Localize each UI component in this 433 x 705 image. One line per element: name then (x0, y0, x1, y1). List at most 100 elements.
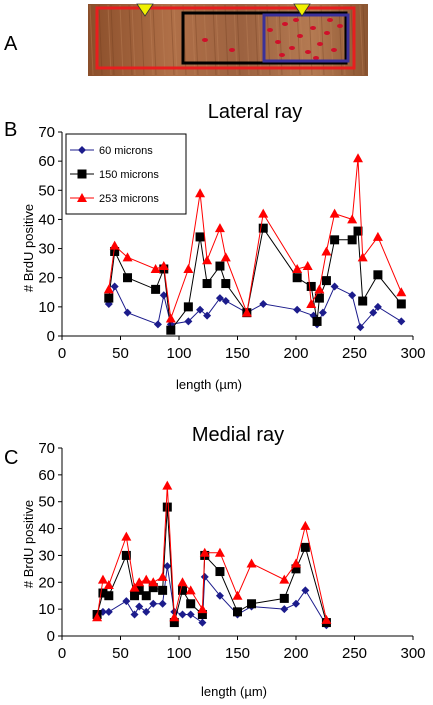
data-point (373, 302, 382, 311)
data-point (314, 284, 325, 294)
labeled-cell (331, 48, 337, 52)
data-point (153, 320, 162, 329)
labeled-cell (289, 46, 295, 50)
region-150-box (181, 11, 348, 65)
data-point (141, 591, 151, 601)
data-point (149, 599, 158, 608)
data-point (92, 612, 103, 622)
data-point (301, 586, 310, 595)
x-tick-label: 300 (400, 345, 425, 362)
medial-ray-chart: Medial ray # BrdU positive length (µm) 0… (21, 424, 426, 699)
data-point (198, 618, 207, 627)
x-tick-label: 100 (166, 645, 191, 662)
data-point (215, 591, 224, 600)
labeled-cell (305, 50, 311, 54)
data-point (353, 153, 364, 163)
data-point (356, 323, 365, 332)
data-point (123, 273, 133, 283)
data-point (122, 597, 131, 606)
data-point (258, 208, 269, 218)
data-point (348, 291, 357, 300)
data-point (200, 572, 209, 581)
labeled-cell (313, 56, 319, 60)
ray-photograph (88, 3, 368, 76)
x-axis-label: length (µm) (176, 377, 242, 392)
data-point (151, 284, 161, 294)
lateral-ray-chart: Lateral ray # BrdU positive length (µm) … (21, 101, 426, 392)
x-tick-label: 250 (342, 645, 367, 662)
data-point (148, 583, 158, 593)
data-point (130, 610, 139, 619)
labeled-cell (337, 24, 343, 28)
data-point (122, 252, 133, 262)
tissue-streak (161, 4, 166, 76)
data-point (369, 308, 378, 317)
data-point (279, 593, 289, 603)
data-point (104, 591, 114, 601)
data-point (135, 602, 144, 611)
data-point (396, 287, 407, 297)
data-point (185, 585, 196, 595)
data-point (353, 226, 363, 236)
brdu-labeled-cells (202, 18, 343, 60)
data-point (134, 577, 145, 587)
legend-label: 60 microns (99, 145, 153, 157)
data-point (157, 571, 168, 581)
data-point (291, 564, 301, 574)
data-point (215, 567, 225, 577)
data-point (347, 214, 358, 224)
labeled-cell (229, 48, 235, 52)
data-point (134, 585, 144, 595)
tissue-streak (98, 4, 103, 76)
tissue-streak (89, 4, 94, 76)
data-point (169, 612, 180, 622)
y-tick-label: 70 (38, 440, 55, 457)
y-tick-label: 0 (47, 328, 55, 345)
data-point (280, 605, 289, 614)
data-point (184, 317, 193, 326)
data-point (302, 261, 313, 271)
x-tick-label: 150 (225, 645, 250, 662)
data-point (203, 311, 212, 320)
x-tick-label: 0 (58, 645, 66, 662)
legend-entry: 253 microns (70, 193, 159, 205)
data-point (214, 223, 225, 233)
series-150-microns (104, 223, 406, 335)
y-tick-label: 50 (38, 182, 55, 199)
tissue-streak (131, 4, 136, 76)
data-point (329, 208, 340, 218)
y-tick-label: 0 (47, 628, 55, 645)
data-point (97, 574, 108, 584)
data-point (148, 577, 159, 587)
x-tick-label: 150 (225, 345, 250, 362)
tissue-streak (359, 4, 364, 76)
x-tick-label: 50 (112, 645, 129, 662)
legend-marker (78, 146, 86, 154)
proximal-arrowhead-icon (136, 3, 154, 17)
tissue-streak (149, 4, 154, 76)
chart-title: Medial ray (192, 424, 284, 446)
tissue-streak (170, 4, 175, 76)
data-point (109, 240, 120, 250)
series-line (96, 507, 327, 623)
y-tick-label: 60 (38, 153, 55, 170)
data-point (159, 291, 168, 300)
legend-label: 150 microns (99, 169, 159, 181)
x-tick-label: 200 (283, 345, 308, 362)
data-point (183, 302, 193, 312)
labeled-cell (202, 38, 208, 42)
data-point (121, 550, 131, 560)
data-point (258, 223, 268, 233)
data-point (202, 255, 213, 265)
series-150-microns (92, 502, 331, 628)
data-point (142, 607, 151, 616)
y-tick-label: 20 (38, 574, 55, 591)
labeled-cell (275, 40, 281, 44)
data-point (123, 308, 132, 317)
data-point (314, 293, 324, 303)
data-point (214, 547, 225, 557)
distal-arrowhead-icon (293, 3, 311, 17)
data-point (397, 317, 406, 326)
labeled-cell (267, 28, 273, 32)
data-point (292, 263, 303, 273)
